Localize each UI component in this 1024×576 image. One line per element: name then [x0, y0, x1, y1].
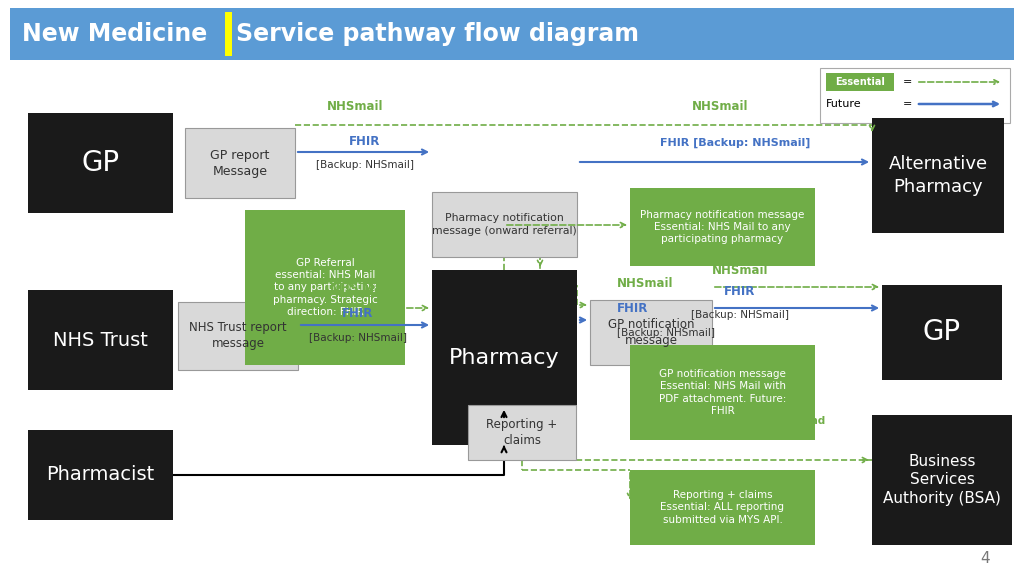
FancyBboxPatch shape — [10, 8, 1014, 60]
Text: [Backup: NHSmail]: [Backup: NHSmail] — [316, 160, 414, 170]
Text: Service pathway flow diagram: Service pathway flow diagram — [236, 22, 639, 46]
FancyBboxPatch shape — [826, 73, 894, 91]
Text: Reporting +
claims: Reporting + claims — [486, 418, 558, 447]
FancyBboxPatch shape — [630, 188, 815, 266]
FancyBboxPatch shape — [882, 285, 1002, 380]
Text: Business
Services
Authority (BSA): Business Services Authority (BSA) — [883, 454, 1000, 506]
FancyBboxPatch shape — [245, 210, 406, 365]
FancyBboxPatch shape — [28, 430, 173, 520]
FancyBboxPatch shape — [28, 113, 173, 213]
Text: GP Referral
essential: NHS Mail
to any participating
pharmacy. Strategic
directi: GP Referral essential: NHS Mail to any p… — [272, 257, 378, 317]
Text: Alternative
Pharmacy: Alternative Pharmacy — [889, 156, 987, 196]
Text: NHSmail: NHSmail — [617, 277, 674, 290]
Text: NHS Trust report
message: NHS Trust report message — [189, 321, 287, 351]
Text: NHS Mail: NHS Mail — [330, 282, 390, 295]
FancyBboxPatch shape — [630, 345, 815, 440]
Text: =: = — [903, 77, 912, 87]
FancyBboxPatch shape — [28, 290, 173, 390]
FancyBboxPatch shape — [432, 270, 577, 445]
FancyBboxPatch shape — [820, 68, 1010, 123]
Text: NHSmail: NHSmail — [327, 100, 383, 113]
Text: GP: GP — [82, 149, 120, 177]
Text: FHIR: FHIR — [342, 307, 374, 320]
Text: Pharmacy notification
message (onward referral): Pharmacy notification message (onward re… — [432, 213, 577, 236]
Text: GP: GP — [923, 319, 962, 347]
Text: GP report
Message: GP report Message — [210, 149, 269, 177]
Text: GP notification
message: GP notification message — [608, 318, 694, 347]
Text: FHIR: FHIR — [349, 135, 381, 148]
Text: Pharmacist: Pharmacist — [46, 465, 155, 484]
Text: NHSmail: NHSmail — [692, 100, 749, 113]
Text: Future: Future — [826, 99, 861, 109]
FancyBboxPatch shape — [178, 302, 298, 370]
Text: NHS Trust: NHS Trust — [53, 331, 147, 350]
Text: Pharmacy: Pharmacy — [450, 347, 560, 367]
FancyBboxPatch shape — [185, 128, 295, 198]
Text: =: = — [903, 99, 912, 109]
Text: [Backup: NHSmail]: [Backup: NHSmail] — [691, 310, 790, 320]
Text: 4: 4 — [980, 551, 990, 566]
FancyBboxPatch shape — [872, 118, 1004, 233]
FancyBboxPatch shape — [630, 470, 815, 545]
Text: Reporting + claims
Essential: ALL reporting
submitted via MYS API.: Reporting + claims Essential: ALL report… — [660, 490, 784, 525]
FancyBboxPatch shape — [468, 405, 575, 460]
Text: FHIR [Backup: NHSmail]: FHIR [Backup: NHSmail] — [659, 138, 810, 148]
Text: [Backup: NHSmail]: [Backup: NHSmail] — [617, 328, 715, 338]
FancyBboxPatch shape — [432, 192, 577, 257]
FancyBboxPatch shape — [590, 300, 712, 365]
FancyBboxPatch shape — [872, 415, 1012, 545]
Text: FHIR: FHIR — [617, 302, 648, 315]
FancyBboxPatch shape — [225, 12, 232, 56]
Text: FHIR: FHIR — [724, 285, 756, 298]
Text: New Medicine: New Medicine — [22, 22, 207, 46]
Text: Essential: Essential — [835, 77, 885, 87]
Text: GP notification message
Essential: NHS Mail with
PDF attachment. Future:
FHIR: GP notification message Essential: NHS M… — [658, 369, 786, 416]
Text: Pharmacy notification message
Essential: NHS Mail to any
participating pharmacy: Pharmacy notification message Essential:… — [640, 210, 805, 244]
Text: NHSmail: NHSmail — [712, 264, 768, 277]
Text: FHIR – Reporting (claims and
reporting) via MYS API: FHIR – Reporting (claims and reporting) … — [655, 416, 825, 438]
Text: [Backup: NHSmail]: [Backup: NHSmail] — [309, 333, 407, 343]
